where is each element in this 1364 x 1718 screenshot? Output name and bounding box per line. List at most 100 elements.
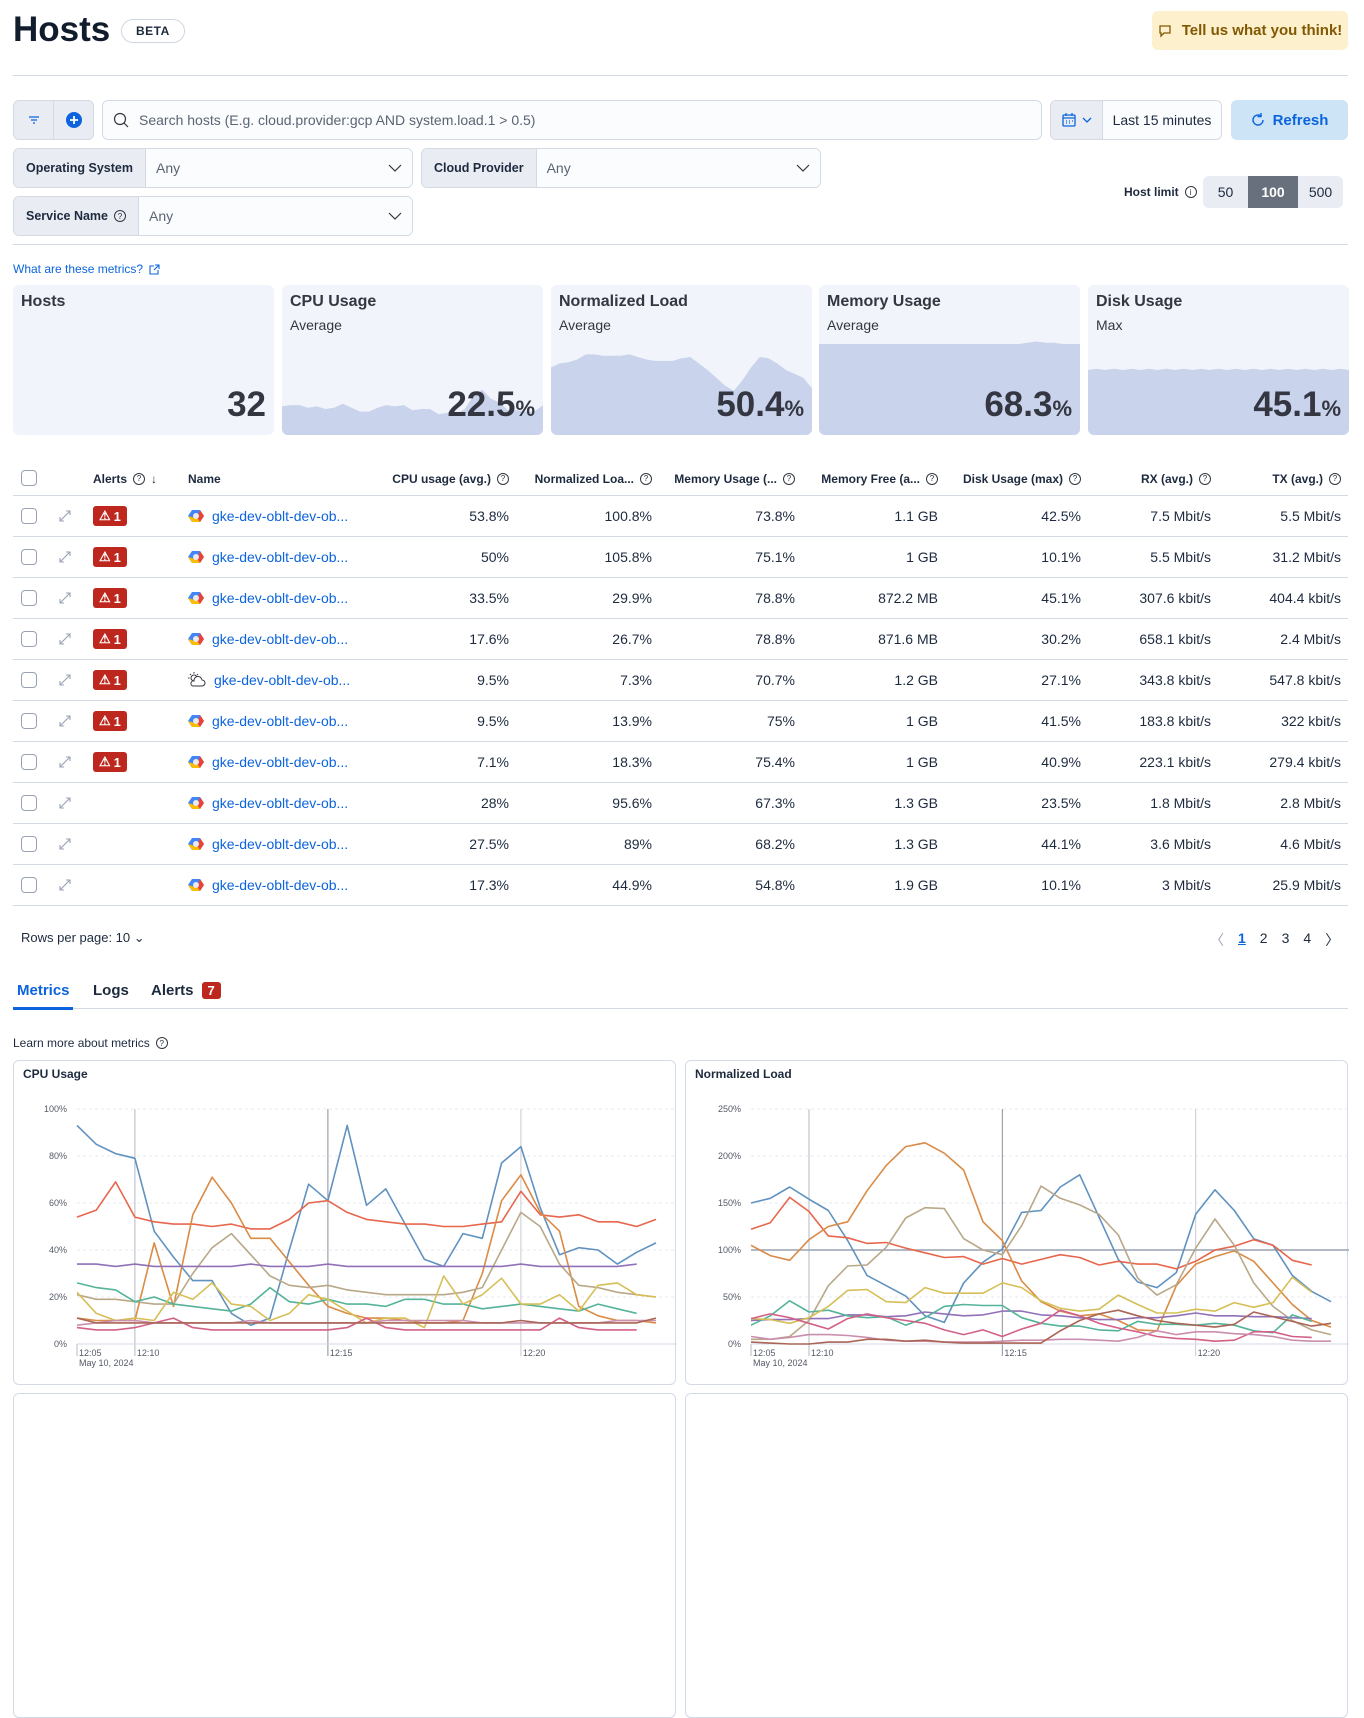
- row-checkbox[interactable]: [21, 795, 37, 811]
- tab-alerts[interactable]: Alerts 7: [151, 982, 221, 999]
- alert-count-badge[interactable]: ⚠ 1: [93, 547, 127, 567]
- operating-system-control[interactable]: Operating System Any: [13, 148, 413, 188]
- column-header[interactable]: CPU usage (avg.)?: [369, 462, 509, 495]
- alerts-cell: ⚠ 1: [93, 537, 127, 577]
- alert-count-badge[interactable]: ⚠ 1: [93, 629, 127, 649]
- select-all-checkbox[interactable]: [21, 470, 37, 486]
- host-limit-50[interactable]: 50: [1203, 176, 1248, 208]
- cell-disk: 40.9%: [1041, 754, 1081, 770]
- host-name-link[interactable]: gke-dev-oblt-dev-ob...: [212, 795, 349, 811]
- host-name-cell: gke-dev-oblt-dev-ob...: [188, 496, 348, 536]
- column-header[interactable]: Memory Usage (...?: [655, 462, 795, 495]
- page-1[interactable]: 1: [1238, 930, 1246, 946]
- row-checkbox[interactable]: [21, 549, 37, 565]
- cell-mem: 70.7%: [755, 672, 795, 688]
- host-name-link[interactable]: gke-dev-oblt-dev-ob...: [212, 754, 349, 770]
- rows-per-page-button[interactable]: Rows per page: 10 ⌄: [21, 930, 145, 946]
- row-checkbox[interactable]: [21, 590, 37, 606]
- column-header[interactable]: TX (avg.)?: [1201, 462, 1341, 495]
- filter-menu-button[interactable]: [14, 101, 53, 139]
- quick-menu-button[interactable]: [1051, 101, 1103, 139]
- host-name-link[interactable]: gke-dev-oblt-dev-ob...: [212, 836, 349, 852]
- feedback-button[interactable]: Tell us what you think!: [1152, 11, 1348, 50]
- tab-logs[interactable]: Logs: [93, 982, 129, 999]
- chevron-down-icon: [796, 164, 810, 172]
- cell-disk: 10.1%: [1041, 549, 1081, 565]
- refresh-icon: [1251, 113, 1264, 126]
- help-icon[interactable]: ?: [155, 1037, 168, 1049]
- expand-row-icon[interactable]: [57, 660, 73, 700]
- expand-row-icon[interactable]: [57, 496, 73, 536]
- column-header[interactable]: Disk Usage (max)?: [941, 462, 1081, 495]
- service-name-control[interactable]: Service Name? Any: [13, 196, 413, 236]
- cell-load: 7.3%: [620, 672, 652, 688]
- kpi-value: 50.4%: [716, 385, 804, 425]
- host-limit-500[interactable]: 500: [1298, 176, 1343, 208]
- page-3[interactable]: 3: [1281, 930, 1290, 946]
- metrics-info-link[interactable]: What are these metrics?: [13, 262, 160, 276]
- cloud-provider-control[interactable]: Cloud Provider Any: [421, 148, 821, 188]
- column-name[interactable]: Name: [188, 462, 221, 495]
- tab-label: Alerts: [151, 982, 194, 999]
- page-4[interactable]: 4: [1303, 930, 1312, 946]
- kpi-title: Disk Usage: [1096, 293, 1183, 310]
- alert-count-badge[interactable]: ⚠ 1: [93, 588, 127, 608]
- alert-count-badge[interactable]: ⚠ 1: [93, 670, 127, 690]
- date-range-display[interactable]: Last 15 minutes: [1103, 101, 1221, 139]
- row-checkbox[interactable]: [21, 631, 37, 647]
- host-name-link[interactable]: gke-dev-oblt-dev-ob...: [212, 508, 349, 524]
- next-page-icon[interactable]: 〉: [1325, 932, 1340, 948]
- kpi-number: 22.5: [447, 385, 516, 424]
- column-header[interactable]: RX (avg.)?: [1071, 462, 1211, 495]
- row-checkbox[interactable]: [21, 877, 37, 893]
- expand-row-icon[interactable]: [57, 578, 73, 618]
- page-2[interactable]: 2: [1259, 930, 1268, 946]
- cell-load: 100.8%: [604, 508, 652, 524]
- y-tick-label: 50%: [723, 1292, 741, 1302]
- x-tick-label: 12:15: [330, 1348, 353, 1358]
- help-icon: ?: [1329, 472, 1341, 485]
- expand-row-icon[interactable]: [57, 619, 73, 659]
- expand-row-icon[interactable]: [57, 742, 73, 782]
- search-input[interactable]: [139, 112, 1019, 128]
- host-name-link[interactable]: gke-dev-oblt-dev-ob...: [212, 590, 349, 606]
- row-checkbox[interactable]: [21, 508, 37, 524]
- expand-row-icon[interactable]: [57, 783, 73, 823]
- host-name-link[interactable]: gke-dev-oblt-dev-ob...: [214, 672, 351, 688]
- y-tick-label: 60%: [49, 1198, 67, 1208]
- cell-cpu: 7.1%: [477, 754, 509, 770]
- tab-metrics[interactable]: Metrics: [17, 982, 70, 999]
- host-limit-100[interactable]: 100: [1248, 176, 1298, 208]
- host-name-link[interactable]: gke-dev-oblt-dev-ob...: [212, 631, 349, 647]
- column-header[interactable]: Normalized Loa...?: [512, 462, 652, 495]
- expand-row-icon[interactable]: [57, 537, 73, 577]
- cell-tx: 5.5 Mbit/s: [1280, 508, 1341, 524]
- row-checkbox[interactable]: [21, 754, 37, 770]
- cloud-sun-icon: [188, 672, 206, 688]
- cell-disk: 30.2%: [1041, 631, 1081, 647]
- row-checkbox[interactable]: [21, 836, 37, 852]
- row-checkbox[interactable]: [21, 713, 37, 729]
- column-alerts[interactable]: Alerts? ↓: [93, 462, 157, 495]
- expand-row-icon[interactable]: [57, 824, 73, 864]
- cell-cpu: 27.5%: [469, 836, 509, 852]
- table-row: ⚠ 1 gke-dev-oblt-dev-ob... 17.6% 26.7% 78.8% 8…: [13, 618, 1348, 659]
- host-name-link[interactable]: gke-dev-oblt-dev-ob...: [212, 713, 349, 729]
- expand-row-icon[interactable]: [57, 865, 73, 905]
- prev-page-icon[interactable]: 〈: [1210, 932, 1224, 948]
- add-filter-button[interactable]: [53, 101, 93, 139]
- cell-mem: 78.8%: [755, 631, 795, 647]
- alert-count-badge[interactable]: ⚠ 1: [93, 711, 127, 731]
- cell-cpu: 53.8%: [469, 508, 509, 524]
- alert-count-badge[interactable]: ⚠ 1: [93, 752, 127, 772]
- refresh-button[interactable]: Refresh: [1231, 100, 1348, 140]
- row-checkbox[interactable]: [21, 672, 37, 688]
- y-tick-label: 80%: [49, 1151, 67, 1161]
- column-header[interactable]: Memory Free (a...?: [798, 462, 938, 495]
- cell-load: 95.6%: [612, 795, 652, 811]
- host-name-link[interactable]: gke-dev-oblt-dev-ob...: [212, 549, 349, 565]
- expand-row-icon[interactable]: [57, 701, 73, 741]
- host-name-link[interactable]: gke-dev-oblt-dev-ob...: [212, 877, 349, 893]
- alert-count-badge[interactable]: ⚠ 1: [93, 506, 127, 526]
- help-icon: ?: [640, 472, 652, 485]
